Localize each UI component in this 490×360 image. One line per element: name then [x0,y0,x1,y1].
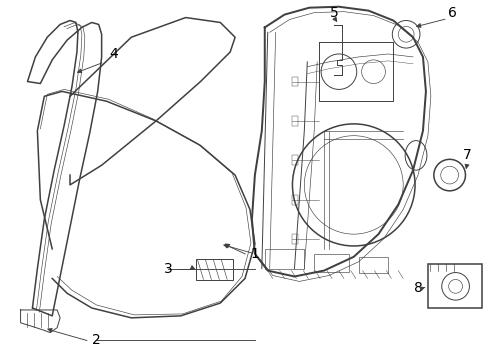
Bar [293,234,298,244]
Text: 7: 7 [463,148,472,162]
Text: 4: 4 [109,47,118,61]
Text: 1: 1 [250,247,259,261]
Bar [293,77,298,86]
Text: 3: 3 [164,262,172,276]
Bar [314,254,349,271]
Text: 5: 5 [330,6,339,20]
Text: 6: 6 [448,6,457,20]
Bar [293,195,298,204]
Bar [293,116,298,126]
Bar [293,156,298,165]
Bar [428,264,482,308]
Text: 2: 2 [92,333,101,347]
Bar [359,257,389,273]
Bar [196,259,233,280]
Text: 8: 8 [414,281,422,295]
Bar [265,249,304,269]
